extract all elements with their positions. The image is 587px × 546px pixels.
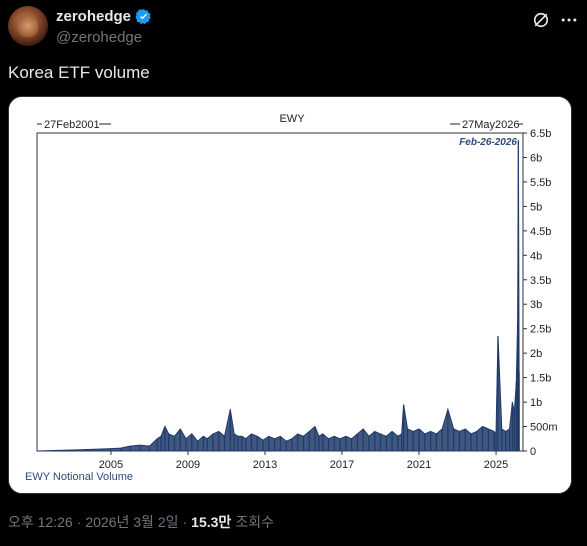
view-count: 15.3만 — [191, 514, 232, 530]
y-tick-label: 6.5b — [530, 128, 551, 140]
view-count-label: 조회수 — [235, 514, 274, 530]
range-start-label: 27Feb2001 — [44, 119, 100, 131]
ewy-volume-chart: EWY 27Feb2001 27May2026 0 500m 1b 1.5b 2b 2.5… — [9, 97, 571, 493]
x-tick-label: 2017 — [330, 459, 354, 471]
separator-dot: · — [182, 514, 188, 530]
y-tick-label: 4.5b — [530, 226, 551, 238]
x-tick-label: 2021 — [407, 459, 431, 471]
y-tick-label: 1.5b — [530, 373, 551, 385]
tweet-header: zerohedge @zerohedge — [8, 6, 579, 50]
x-tick-label: 2005 — [99, 459, 123, 471]
verified-badge-icon — [135, 9, 151, 24]
y-tick-label: 2.5b — [530, 324, 551, 336]
handle[interactable]: @zerohedge — [56, 29, 143, 46]
x-tick-label: 2025 — [484, 459, 508, 471]
y-tick-label: 3.5b — [530, 275, 551, 287]
chart-caption: EWY Notional Volume — [25, 471, 133, 483]
chart-annotation: Feb-26-2026 — [459, 137, 517, 148]
y-axis: 0 500m 1b 1.5b 2b 2.5b 3b 3.5b 4b 4.5b 5b 5.5b 6b 6.5… — [523, 128, 558, 458]
y-tick-label: 3b — [530, 299, 542, 311]
series-area — [37, 140, 520, 452]
grok-icon[interactable] — [531, 10, 551, 30]
y-tick-label: 6b — [530, 152, 542, 164]
x-axis: 2005 2009 2013 2017 2021 2025 — [99, 451, 508, 471]
avatar[interactable] — [8, 6, 48, 46]
series-area-fill — [37, 140, 520, 452]
more-options-icon[interactable] — [559, 10, 579, 30]
tweet-media-image[interactable]: EWY 27Feb2001 27May2026 0 500m 1b 1.5b 2b 2.5… — [8, 96, 572, 494]
tweet-time[interactable]: 오후 12:26 — [8, 514, 73, 530]
separator-dot: · — [76, 514, 82, 530]
tweet-date[interactable]: 2026년 3월 2일 — [85, 514, 179, 530]
y-tick-label: 5.5b — [530, 177, 551, 189]
y-tick-label: 0 — [530, 446, 536, 458]
y-tick-label: 4b — [530, 250, 542, 262]
x-tick-label: 2013 — [253, 459, 277, 471]
display-name[interactable]: zerohedge — [56, 8, 132, 25]
tweet-meta: 오후 12:26 · 2026년 3월 2일 · 15.3만 조회수 — [8, 512, 274, 532]
y-tick-label: 1b — [530, 397, 542, 409]
tweet-text: Korea ETF volume — [8, 63, 150, 82]
x-tick-label: 2009 — [176, 459, 200, 471]
range-start: 27Feb2001 — [37, 119, 111, 131]
y-tick-label: 500m — [530, 422, 558, 434]
y-tick-label: 5b — [530, 201, 542, 213]
chart-title: EWY — [279, 113, 305, 125]
y-tick-label: 2b — [530, 348, 542, 360]
author-name-row[interactable]: zerohedge — [56, 8, 152, 25]
range-end: 27May2026 — [450, 119, 523, 131]
range-end-label: 27May2026 — [462, 119, 520, 131]
